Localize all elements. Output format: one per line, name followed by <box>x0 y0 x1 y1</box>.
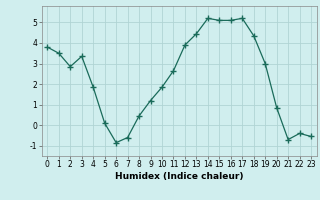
X-axis label: Humidex (Indice chaleur): Humidex (Indice chaleur) <box>115 172 244 181</box>
